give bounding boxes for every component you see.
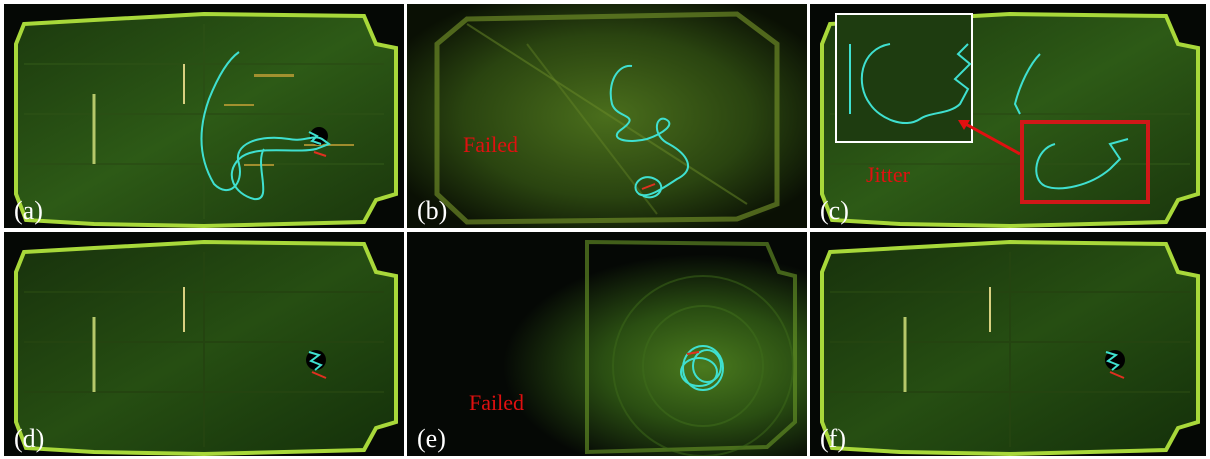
panel-f: (f): [810, 232, 1206, 456]
map-d: [14, 239, 398, 456]
panel-label: (e): [417, 424, 446, 453]
zoom-box: [1020, 120, 1150, 204]
panel-label: (b): [417, 196, 448, 225]
trajectory: [609, 64, 689, 199]
trajectory: [1105, 351, 1120, 371]
panel-b: Failed (b): [407, 4, 807, 228]
trajectory: [680, 345, 724, 391]
panel-a: (a): [4, 4, 404, 228]
jitter-note: Jitter: [866, 162, 910, 187]
trajectory: [200, 51, 332, 201]
trajectory: [308, 351, 323, 371]
building-footprint: [14, 11, 398, 228]
failed-note: Failed: [463, 132, 518, 157]
panel-label: (d): [14, 424, 45, 453]
panel-d: (d): [4, 232, 404, 456]
panel-c: Jitter (c): [810, 4, 1206, 228]
map-e: [407, 232, 807, 456]
map-b: [407, 4, 807, 228]
panel-label: (f): [820, 424, 846, 453]
map-a: [14, 11, 398, 228]
map-f: [820, 239, 1200, 456]
panel-label: (c): [820, 196, 849, 225]
failed-note: Failed: [469, 390, 524, 415]
map-c: [820, 11, 1200, 228]
panel-e: Failed (e): [407, 232, 807, 456]
inset-frame: [835, 13, 973, 143]
panel-label: (a): [14, 196, 43, 225]
arrow: [961, 120, 1021, 156]
